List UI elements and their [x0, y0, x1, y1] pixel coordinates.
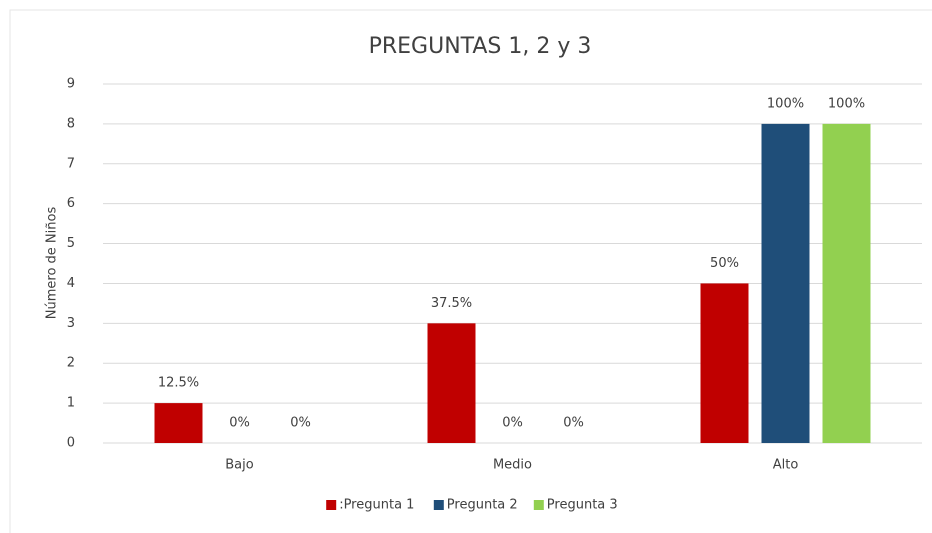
x-tick-label: Alto: [773, 458, 799, 473]
data-label: 50%: [710, 256, 739, 271]
legend-swatch: [433, 500, 444, 510]
data-label: 37.5%: [431, 296, 472, 311]
legend-label: :Pregunta 1: [339, 498, 414, 513]
y-tick-label: 4: [67, 276, 75, 291]
y-tick-label: 9: [67, 77, 75, 92]
y-tick-label: 3: [67, 316, 75, 331]
y-tick-label: 1: [67, 396, 75, 411]
data-label: 100%: [828, 96, 865, 111]
legend-label: Pregunta 3: [547, 498, 618, 513]
y-axis-label: Número de Niños: [45, 207, 60, 320]
bar: [700, 283, 749, 443]
y-tick-label: 8: [67, 116, 75, 131]
legend-label: Pregunta 2: [447, 498, 518, 513]
y-tick-label: 0: [67, 436, 75, 451]
data-label: 0%: [502, 416, 523, 431]
y-tick-label: 2: [67, 356, 75, 371]
data-label: 0%: [290, 416, 311, 431]
y-tick-label: 7: [67, 156, 75, 171]
data-label: 0%: [563, 416, 584, 431]
bar: [154, 403, 203, 443]
x-tick-label: Medio: [493, 458, 532, 473]
data-label: 100%: [767, 96, 804, 111]
data-label: 12.5%: [158, 376, 199, 391]
data-label: 0%: [229, 416, 250, 431]
x-tick-label: Bajo: [225, 458, 253, 473]
legend-swatch: [326, 500, 337, 510]
legend-swatch: [533, 500, 544, 510]
chart-title: PREGUNTAS 1, 2 y 3: [369, 34, 592, 59]
y-tick-label: 6: [67, 196, 75, 211]
y-tick-label: 5: [67, 236, 75, 251]
bar: [761, 123, 810, 443]
bar: [822, 123, 871, 443]
bar: [427, 323, 476, 443]
